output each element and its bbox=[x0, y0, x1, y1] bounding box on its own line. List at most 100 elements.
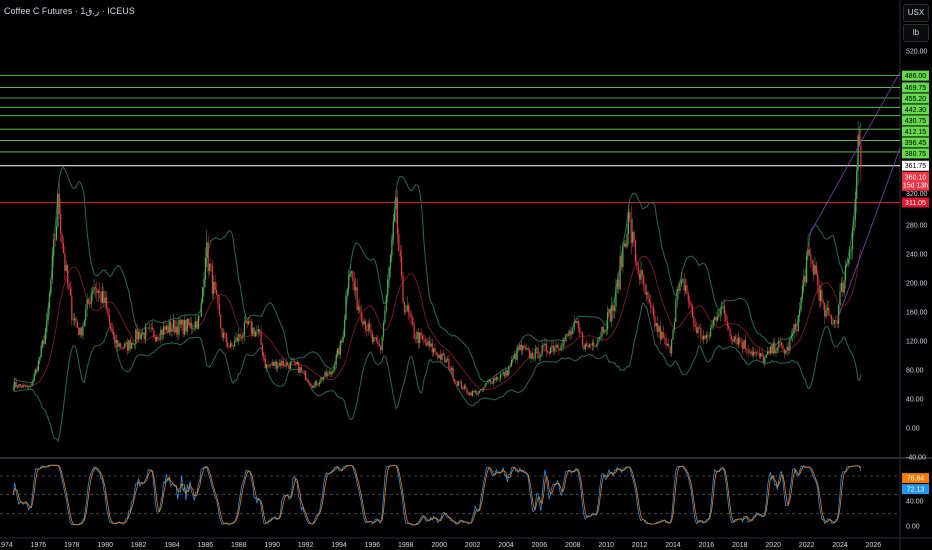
candle-body bbox=[605, 329, 607, 332]
candle-body bbox=[192, 328, 194, 330]
candle-body bbox=[29, 386, 31, 387]
candle-body bbox=[431, 343, 433, 353]
candle-body bbox=[92, 291, 94, 294]
candle-body bbox=[144, 327, 147, 340]
candle-body bbox=[799, 309, 801, 316]
candle-body bbox=[224, 332, 226, 334]
candle-body bbox=[664, 337, 666, 339]
candle-body bbox=[320, 377, 322, 383]
candle-body bbox=[112, 332, 115, 335]
candle-body bbox=[666, 343, 669, 346]
candle-body bbox=[673, 322, 675, 330]
candle-body bbox=[704, 335, 706, 339]
candle-body bbox=[371, 333, 373, 342]
candle-body bbox=[388, 267, 390, 280]
candle-body bbox=[110, 322, 112, 329]
candle-body bbox=[396, 197, 399, 235]
candle-body bbox=[178, 319, 180, 335]
candle-body bbox=[272, 362, 275, 366]
candle-body bbox=[267, 364, 269, 366]
price-tick-label: 0.00 bbox=[906, 426, 920, 433]
osc-tick-label: 0.00 bbox=[906, 524, 920, 531]
candle-body bbox=[669, 346, 671, 354]
candle-body bbox=[232, 345, 234, 347]
candle-body bbox=[183, 320, 186, 335]
candle-body bbox=[268, 364, 271, 366]
candle-body bbox=[65, 265, 67, 271]
candle-body bbox=[14, 381, 16, 388]
candle-body bbox=[602, 327, 605, 333]
candle-body bbox=[44, 332, 46, 344]
candle-body bbox=[119, 343, 122, 348]
trendline-upper[interactable] bbox=[807, 71, 901, 238]
candle-body bbox=[800, 297, 802, 310]
candle-body bbox=[384, 310, 386, 323]
candle-body bbox=[30, 385, 33, 387]
candle-body bbox=[804, 276, 806, 283]
candle-body bbox=[851, 231, 854, 249]
candle-body bbox=[256, 331, 258, 333]
time-tick-label: 1976 bbox=[31, 542, 47, 549]
candle-body bbox=[334, 364, 336, 371]
candle-body bbox=[225, 333, 227, 343]
level-price-label bbox=[902, 104, 929, 115]
price-tick-label: 200.00 bbox=[906, 281, 928, 288]
candle-body bbox=[570, 331, 573, 335]
candle-body bbox=[783, 348, 785, 354]
candle-body bbox=[414, 338, 417, 339]
candle-body bbox=[659, 326, 662, 340]
candle-body bbox=[197, 315, 200, 329]
candle-body bbox=[104, 297, 106, 304]
candle-body bbox=[757, 352, 759, 354]
candle-body bbox=[563, 339, 566, 342]
candle-body bbox=[522, 345, 524, 351]
candle-body bbox=[302, 370, 304, 371]
candle-body bbox=[448, 358, 450, 370]
candle-body bbox=[25, 385, 27, 387]
candle-body bbox=[441, 353, 443, 360]
candle-body bbox=[741, 342, 744, 349]
currency-button[interactable]: USX bbox=[903, 4, 929, 22]
candle-body bbox=[700, 328, 702, 338]
candle-body bbox=[295, 361, 297, 365]
candle-body bbox=[601, 327, 603, 337]
candle-body bbox=[701, 337, 703, 340]
candle-body bbox=[202, 287, 204, 304]
candle-body bbox=[466, 388, 468, 394]
candle-body bbox=[645, 292, 648, 295]
candle-body bbox=[215, 289, 218, 296]
candle-body bbox=[204, 258, 206, 279]
candle-body bbox=[307, 380, 309, 383]
trendline-lower[interactable] bbox=[837, 147, 901, 319]
candle-body bbox=[562, 339, 564, 348]
candle-body bbox=[665, 338, 667, 346]
candle-body bbox=[364, 320, 367, 330]
candle-body bbox=[449, 369, 451, 371]
candle-body bbox=[124, 344, 126, 349]
candle-body bbox=[79, 327, 81, 335]
candle-body bbox=[62, 243, 65, 254]
candle-body bbox=[465, 385, 467, 389]
candle-body bbox=[541, 345, 543, 355]
candle-body bbox=[15, 381, 17, 387]
candle-body bbox=[310, 383, 312, 386]
candle-body bbox=[40, 345, 42, 358]
candle-body bbox=[330, 371, 332, 375]
candle-body bbox=[318, 382, 321, 385]
candle-body bbox=[160, 329, 162, 340]
candle-body bbox=[41, 340, 44, 346]
last-price-label bbox=[902, 171, 929, 191]
candle-body bbox=[789, 338, 791, 351]
candle-body bbox=[403, 302, 406, 312]
candle-body bbox=[417, 331, 419, 344]
candle-body bbox=[470, 392, 472, 396]
candle-body bbox=[729, 328, 731, 337]
candle-body bbox=[327, 373, 329, 377]
candle-body bbox=[761, 353, 763, 356]
candle-body bbox=[401, 256, 403, 276]
candle-body bbox=[772, 342, 774, 354]
candle-body bbox=[37, 360, 39, 372]
unit-button[interactable]: lb bbox=[903, 24, 929, 42]
candle-body bbox=[172, 320, 174, 329]
